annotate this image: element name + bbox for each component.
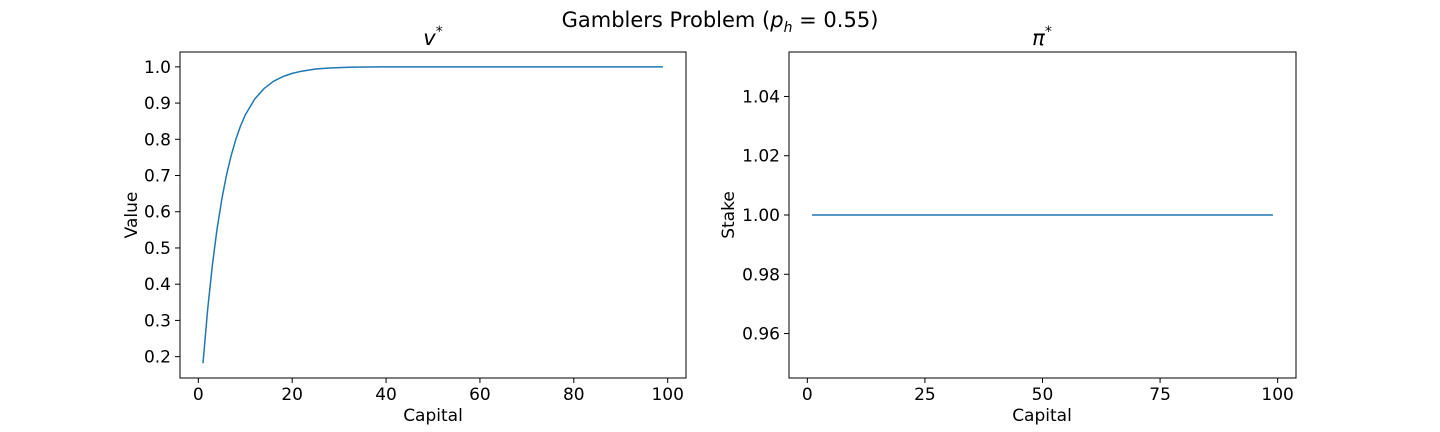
value-subplot: v* 0 20 40 60 80 100 0.2 0.3 0.4 0.5 0.6 0.7 0.8 0.9 1… [122, 24, 687, 426]
suptitle-prefix: Gamblers Problem ( [562, 8, 771, 32]
value-subplot-title: v* [423, 24, 442, 50]
policy-x-tick-label: 25 [914, 385, 936, 405]
policy-y-tick-label: 1.00 [742, 206, 780, 226]
value-y-tick-label: 1.0 [144, 58, 171, 78]
policy-x-tick-label: 100 [1261, 385, 1293, 405]
value-y-tick-label: 0.3 [144, 311, 171, 331]
value-x-tick-label: 20 [281, 385, 303, 405]
value-y-tick-label: 0.4 [144, 275, 171, 295]
value-y-tick-label: 0.5 [144, 239, 171, 259]
value-y-axis-label: Value [122, 192, 142, 239]
suptitle-suffix: = 0.55) [792, 8, 878, 32]
policy-y-tick-label: 1.04 [742, 87, 780, 107]
value-subplot-frame [179, 51, 687, 379]
policy-y-tick-label: 0.98 [742, 265, 780, 285]
policy-x-axis-label: Capital [1012, 406, 1072, 426]
value-series-line [202, 66, 663, 364]
policy-subplot-frame [788, 51, 1297, 379]
policy-title-superscript: * [1045, 24, 1052, 40]
value-x-axis-label: Capital [403, 406, 463, 426]
policy-subplot: π* 0 25 50 75 100 0.96 0.98 1.00 1.02 1.04 Capita… [719, 24, 1297, 426]
suptitle-sub: h [784, 20, 793, 36]
value-subplot-ticks: 0 20 40 60 80 100 0.2 0.3 0.4 0.5 0.6 0.7 0.8 0.9 1.0 [144, 58, 684, 405]
policy-x-tick-label: 75 [1149, 385, 1171, 405]
value-x-tick-label: 60 [469, 385, 491, 405]
policy-y-tick-label: 1.02 [742, 147, 780, 167]
value-x-tick-label: 100 [651, 385, 683, 405]
value-y-tick-label: 0.9 [144, 94, 171, 114]
policy-y-axis-label: Stake [719, 191, 739, 239]
policy-x-tick-label: 50 [1032, 385, 1054, 405]
value-y-tick-label: 0.7 [144, 167, 171, 187]
value-x-tick-label: 40 [375, 385, 397, 405]
value-y-tick-label: 0.8 [144, 130, 171, 150]
policy-y-tick-label: 0.96 [742, 325, 780, 345]
policy-title-symbol: π [1032, 26, 1045, 50]
policy-x-tick-label: 0 [802, 385, 813, 405]
value-title-symbol: v [423, 26, 436, 50]
value-x-tick-label: 0 [193, 385, 204, 405]
value-x-tick-label: 80 [563, 385, 585, 405]
policy-subplot-title: π* [1032, 24, 1052, 50]
value-title-superscript: * [436, 24, 443, 40]
suptitle-var: p [769, 8, 783, 32]
value-y-tick-label: 0.2 [144, 348, 171, 368]
policy-subplot-ticks: 0 25 50 75 100 0.96 0.98 1.00 1.02 1.04 [742, 87, 1294, 405]
value-y-tick-label: 0.6 [144, 203, 171, 223]
figure-suptitle: Gamblers Problem (ph = 0.55) [562, 8, 879, 36]
